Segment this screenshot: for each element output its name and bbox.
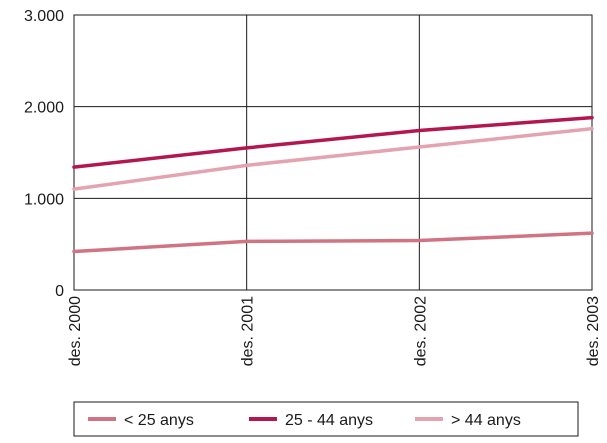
x-tick-label: des. 2001 (240, 296, 257, 366)
y-axis-ticks: 0 1.000 2.000 3.000 (24, 8, 64, 300)
series-line-3 (72, 126, 594, 191)
series-line-2 (72, 115, 594, 169)
y-tick-label: 1.000 (24, 191, 64, 208)
plot-frame (73, 14, 593, 291)
legend-label: < 25 anys (124, 412, 194, 429)
legend-label: > 44 anys (451, 412, 521, 429)
y-tick-label: 0 (55, 283, 64, 300)
series-line-1 (72, 231, 594, 254)
x-axis-ticks: des. 2000 des. 2001 des. 2002 des. 2003 (67, 296, 602, 366)
y-tick-label: 3.000 (24, 8, 64, 25)
legend-label: 25 - 44 anys (285, 412, 373, 429)
legend-box (73, 401, 579, 437)
x-tick-label: des. 2002 (412, 296, 429, 366)
x-tick-label: des. 2000 (67, 296, 84, 366)
legend: < 25 anys 25 - 44 anys > 44 anys (73, 401, 579, 437)
grid-lines (73, 14, 593, 291)
x-tick-label: des. 2003 (585, 296, 602, 366)
y-tick-label: 2.000 (24, 100, 64, 117)
series-lines (72, 115, 594, 254)
